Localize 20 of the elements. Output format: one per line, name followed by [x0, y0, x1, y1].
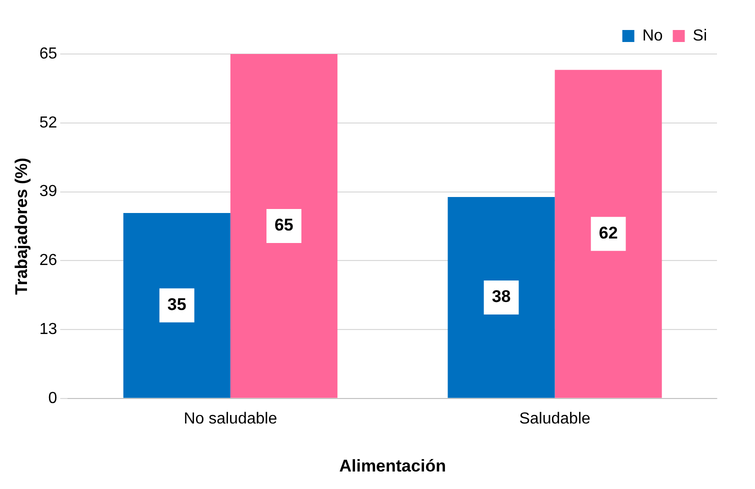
y-axis-title: Trabajadores (%) — [12, 158, 31, 295]
data-label: 38 — [492, 287, 511, 306]
y-tick-label: 0 — [48, 390, 58, 407]
legend-label: No — [642, 27, 663, 44]
y-tick-label: 13 — [39, 320, 58, 338]
x-tick-label: No saludable — [184, 410, 278, 428]
y-tick-label: 26 — [39, 252, 58, 270]
data-label: 35 — [167, 295, 186, 314]
x-tick-label: Saludable — [519, 410, 590, 428]
bar — [554, 70, 662, 398]
bar — [448, 197, 555, 398]
y-tick-label: 65 — [39, 45, 58, 62]
data-label: 65 — [274, 216, 294, 235]
data-label: 62 — [598, 224, 618, 243]
y-tick-label: 52 — [39, 114, 58, 132]
x-axis-title: Alimentación — [339, 456, 446, 476]
bar — [123, 212, 230, 398]
bar — [230, 54, 338, 398]
legend-label: Si — [692, 27, 708, 44]
y-tick-label: 39 — [39, 183, 58, 200]
